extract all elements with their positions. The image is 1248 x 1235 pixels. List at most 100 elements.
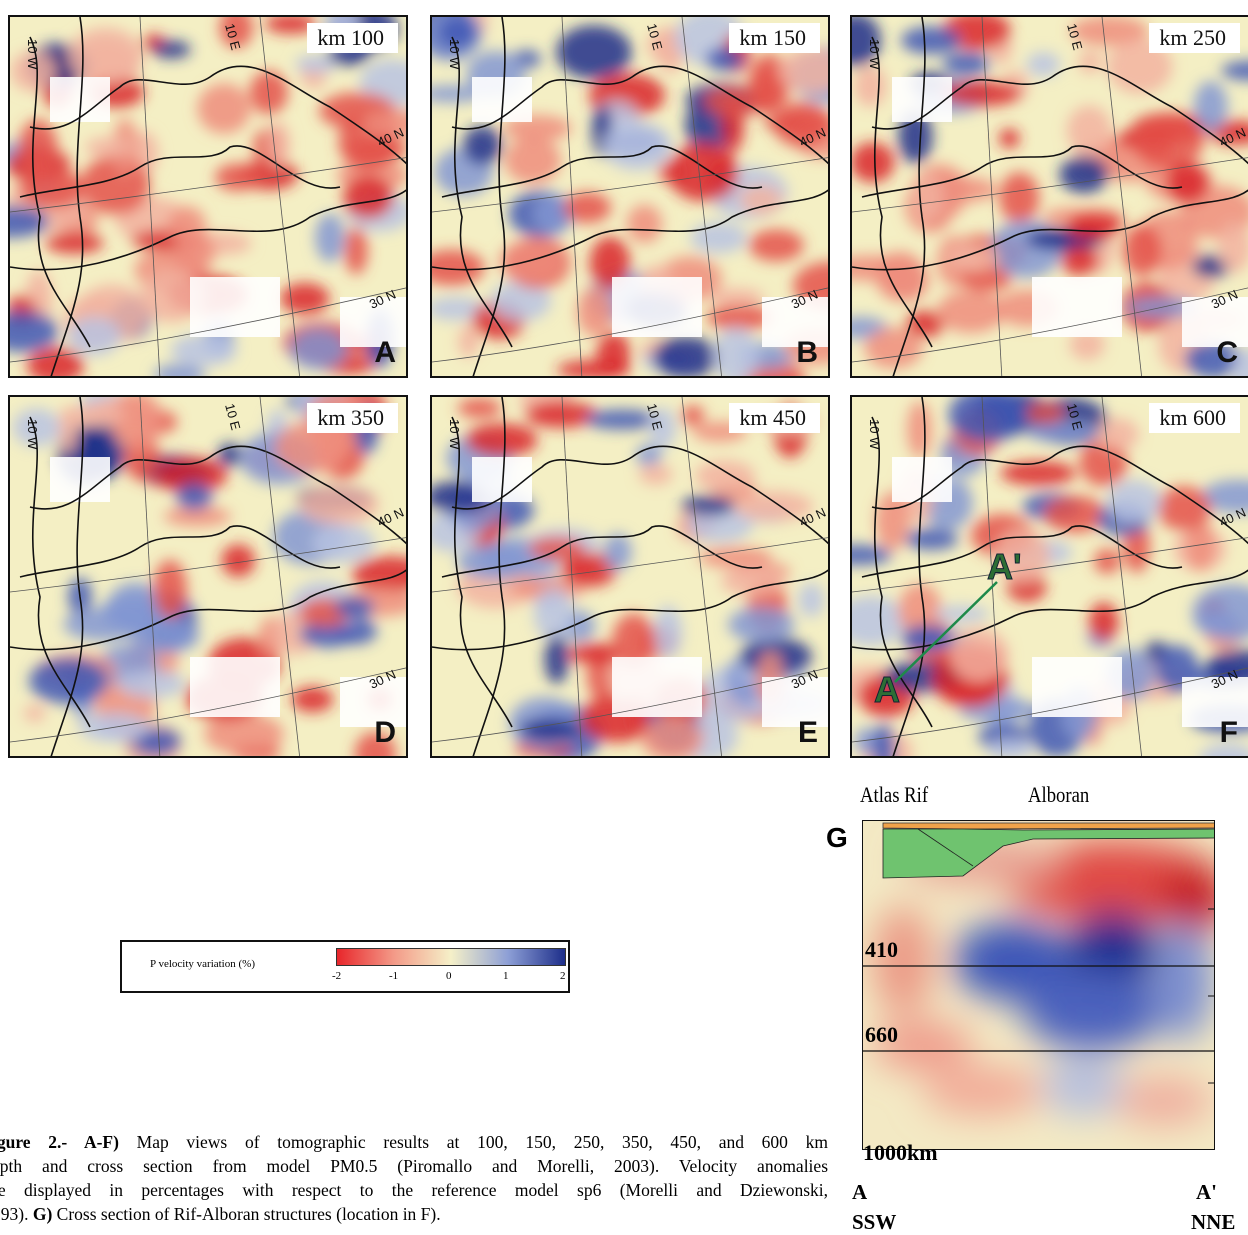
colorbar-tick-label: 0 — [446, 970, 452, 982]
anomaly — [602, 121, 673, 171]
graticule — [432, 157, 828, 213]
anomaly — [1070, 17, 1149, 47]
anomaly — [864, 327, 923, 369]
anomaly — [999, 172, 1040, 224]
anomaly — [155, 457, 228, 493]
coastline — [29, 65, 406, 165]
caption-text: G) — [32, 1204, 53, 1224]
anomaly — [214, 163, 261, 192]
colorbar-title: P velocity variation (%) — [150, 958, 255, 970]
anomaly — [959, 267, 1012, 292]
anomaly — [544, 634, 569, 685]
anomaly — [727, 606, 795, 643]
graticule — [852, 157, 1248, 213]
graticule — [432, 537, 828, 593]
anomaly — [295, 54, 338, 73]
coastline — [29, 36, 91, 348]
anomaly — [948, 397, 1027, 443]
anomaly — [708, 288, 764, 306]
anomaly — [748, 229, 804, 262]
anomaly — [1026, 52, 1061, 77]
anomaly — [874, 251, 925, 301]
panel-letter: F — [1219, 716, 1238, 749]
anomaly — [1194, 612, 1240, 633]
no-data — [1182, 297, 1248, 347]
no-data — [340, 297, 406, 347]
caption-text: epth and cross section from model PM0.5 … — [0, 1156, 828, 1176]
anomaly — [1025, 403, 1065, 425]
end-label: A — [852, 1180, 868, 1204]
anomaly — [438, 17, 478, 49]
anomaly — [706, 304, 773, 331]
coastline — [861, 525, 1183, 578]
anomaly — [905, 310, 945, 338]
graticule — [259, 17, 300, 376]
coastline — [892, 397, 926, 756]
anomaly — [432, 297, 486, 321]
anomaly — [563, 192, 612, 224]
coastline — [451, 65, 828, 165]
coastline — [451, 36, 513, 348]
caption-text: Map views of tomographic results at 100,… — [118, 1132, 828, 1152]
anomaly — [117, 669, 186, 699]
section-label: Atlas Rif — [860, 782, 929, 807]
anomaly — [1232, 346, 1248, 376]
map-image: 10 W10 E40 N30 N — [432, 397, 828, 756]
anomaly — [1000, 461, 1077, 486]
anomaly — [67, 403, 127, 427]
anomaly — [462, 125, 503, 165]
coastline — [29, 416, 91, 728]
anomaly — [734, 491, 813, 522]
direction-label: NNE — [1191, 1210, 1236, 1234]
anomaly — [45, 232, 104, 254]
no-data — [1032, 277, 1122, 337]
anomaly — [1165, 162, 1210, 204]
anomaly — [1199, 743, 1248, 756]
anomaly — [852, 142, 895, 183]
anomaly — [1221, 60, 1248, 81]
grid-label: 10 E — [644, 402, 665, 432]
anomaly — [778, 47, 828, 94]
graticule — [10, 287, 406, 363]
no-data — [1182, 677, 1248, 727]
grid-label: 10 E — [222, 22, 243, 52]
graticule — [981, 397, 1003, 756]
no-data — [1032, 657, 1122, 717]
anomaly — [1131, 113, 1204, 169]
caption-line: 993). G) Cross section of Rif-Alboran st… — [0, 1202, 828, 1226]
graticule — [561, 17, 583, 376]
coastline — [861, 145, 1183, 198]
anomaly — [1217, 221, 1248, 273]
anomaly — [1060, 246, 1099, 276]
anomaly — [499, 240, 564, 283]
anomaly — [589, 236, 631, 290]
colorbar-tick-label: -2 — [332, 970, 342, 982]
grid-label: 10 W — [447, 419, 462, 450]
graticule — [139, 397, 161, 756]
anomaly — [153, 363, 206, 376]
anomaly — [1186, 519, 1215, 572]
cross-section-image — [863, 822, 1214, 1126]
map-image: 10 W10 E40 N30 N — [10, 17, 406, 376]
grid-label: 10 W — [867, 419, 882, 450]
profile-end: A — [874, 669, 900, 710]
no-data — [612, 277, 702, 337]
no-data — [340, 677, 406, 727]
anomaly — [133, 729, 180, 755]
anomalies — [432, 17, 828, 376]
anomaly — [690, 221, 748, 254]
anomaly — [504, 136, 561, 184]
coastline — [871, 445, 1248, 545]
anomaly — [635, 443, 662, 467]
colorbar-box: P velocity variation (%) -2 -1 0 1 2 — [120, 940, 570, 993]
anomalies — [10, 17, 406, 376]
coastline — [441, 525, 763, 578]
coastline — [451, 445, 828, 545]
anomaly — [703, 86, 766, 117]
anomaly — [694, 460, 756, 492]
no-data — [190, 277, 280, 337]
anomaly — [28, 657, 109, 704]
anomaly — [457, 544, 532, 580]
anomaly — [798, 582, 825, 618]
